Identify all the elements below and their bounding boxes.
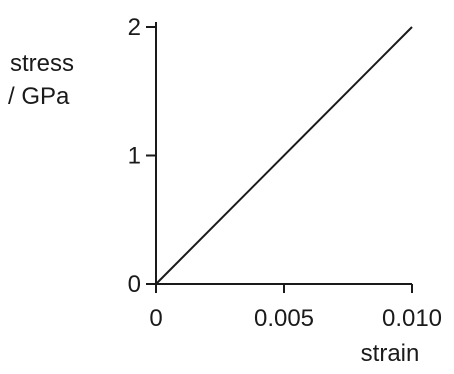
y-axis-ticks: 0 1 2 <box>128 14 156 298</box>
y-tick-label: 0 <box>128 271 141 298</box>
y-axis-label-line-2: / GPa <box>8 83 70 110</box>
y-tick-label: 2 <box>128 14 141 41</box>
stress-strain-line <box>155 26 413 285</box>
y-tick-label: 1 <box>128 143 141 170</box>
x-tick-label: 0.010 <box>382 305 442 332</box>
x-axis-label: strain <box>361 340 420 367</box>
y-axis-label-line-1: stress <box>10 50 74 77</box>
data-series <box>155 26 413 285</box>
x-tick-label: 0 <box>149 305 162 332</box>
x-tick-label: 0.005 <box>254 305 314 332</box>
x-axis-ticks: 0 0.005 0.010 <box>149 284 442 332</box>
